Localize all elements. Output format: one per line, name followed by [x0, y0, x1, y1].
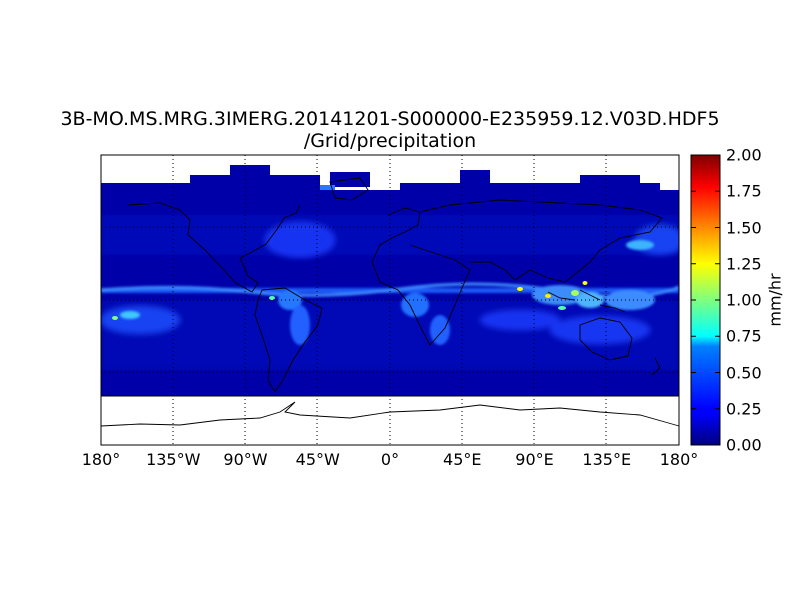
x-tick-label: 45°W [296, 450, 340, 469]
colorbar-tick-label: 1.00 [726, 291, 762, 310]
colorbar-tick-label: 1.50 [726, 218, 762, 237]
x-tick-label: 0° [381, 450, 399, 469]
colorbar-tick-label: 0.25 [726, 399, 762, 418]
x-tick-label: 180° [660, 450, 699, 469]
colorbar-tick-label: 0.00 [726, 436, 762, 455]
colorbar-tick-label: 1.25 [726, 254, 762, 273]
x-tick-label: 180° [82, 450, 121, 469]
colorbar-tick-label: 0.50 [726, 363, 762, 382]
x-tick-label: 135°E [582, 450, 631, 469]
x-tick-label: 90°W [223, 450, 267, 469]
x-tick-label: 135°W [146, 450, 200, 469]
colorbar-label: mm/hr [766, 273, 785, 326]
colorbar-tick-label: 0.75 [726, 327, 762, 346]
colorbar-tick-label: 1.75 [726, 182, 762, 201]
colorbar-tick-label: 2.00 [726, 146, 762, 165]
x-tick-label: 90°E [515, 450, 553, 469]
x-tick-label: 45°E [443, 450, 481, 469]
